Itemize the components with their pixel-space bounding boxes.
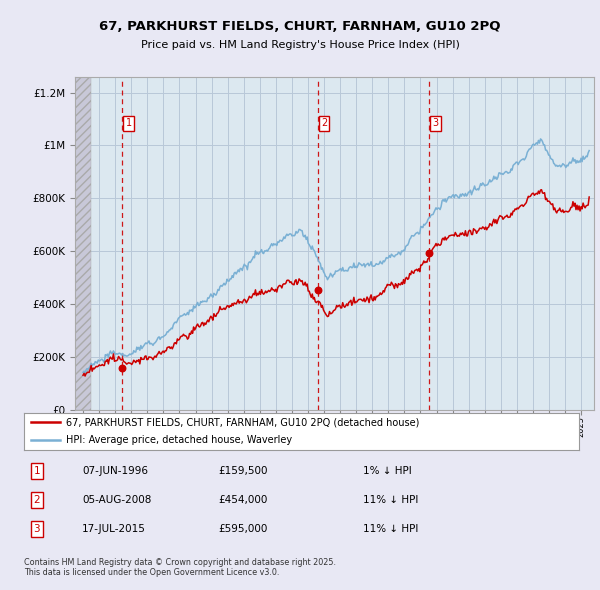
Text: 1: 1 [125,119,131,129]
Text: 67, PARKHURST FIELDS, CHURT, FARNHAM, GU10 2PQ (detached house): 67, PARKHURST FIELDS, CHURT, FARNHAM, GU… [65,417,419,427]
Text: HPI: Average price, detached house, Waverley: HPI: Average price, detached house, Wave… [65,435,292,445]
Text: Price paid vs. HM Land Registry's House Price Index (HPI): Price paid vs. HM Land Registry's House … [140,40,460,50]
Text: 3: 3 [34,525,40,535]
Text: 11% ↓ HPI: 11% ↓ HPI [362,495,418,505]
Point [424,248,434,257]
Text: 3: 3 [433,119,439,129]
Text: 17-JUL-2015: 17-JUL-2015 [82,525,146,535]
Text: £159,500: £159,500 [218,466,268,476]
Text: 2: 2 [34,495,40,505]
Text: 67, PARKHURST FIELDS, CHURT, FARNHAM, GU10 2PQ: 67, PARKHURST FIELDS, CHURT, FARNHAM, GU… [99,20,501,33]
Text: 1% ↓ HPI: 1% ↓ HPI [362,466,412,476]
Point [313,285,322,294]
Text: 07-JUN-1996: 07-JUN-1996 [82,466,148,476]
Text: 2: 2 [321,119,327,129]
Text: 11% ↓ HPI: 11% ↓ HPI [362,525,418,535]
Text: Contains HM Land Registry data © Crown copyright and database right 2025.
This d: Contains HM Land Registry data © Crown c… [24,558,336,577]
Text: 1: 1 [34,466,40,476]
Text: £454,000: £454,000 [218,495,268,505]
Point [118,363,127,372]
Polygon shape [75,77,91,410]
Text: 05-AUG-2008: 05-AUG-2008 [82,495,152,505]
Text: £595,000: £595,000 [218,525,268,535]
